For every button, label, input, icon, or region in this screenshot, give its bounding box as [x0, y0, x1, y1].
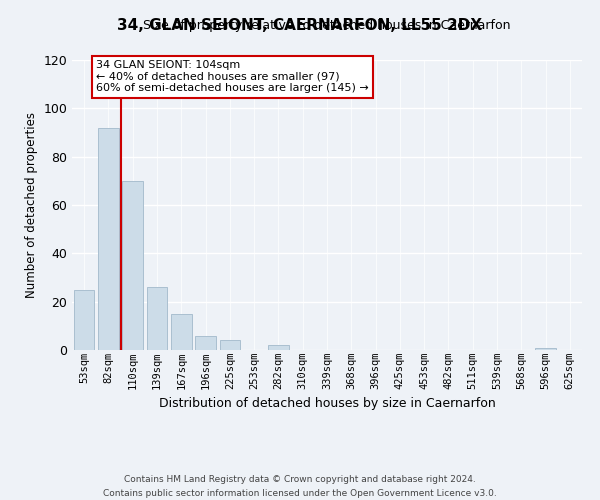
- Text: Contains HM Land Registry data © Crown copyright and database right 2024.
Contai: Contains HM Land Registry data © Crown c…: [103, 476, 497, 498]
- Bar: [220, 340, 240, 350]
- Bar: [122, 181, 143, 350]
- Bar: [171, 314, 191, 350]
- Text: 34 GLAN SEIONT: 104sqm
← 40% of detached houses are smaller (97)
60% of semi-det: 34 GLAN SEIONT: 104sqm ← 40% of detached…: [96, 60, 369, 93]
- Bar: [268, 345, 289, 350]
- Bar: [98, 128, 119, 350]
- Bar: [146, 287, 167, 350]
- Title: Size of property relative to detached houses in Caernarfon: Size of property relative to detached ho…: [143, 20, 511, 32]
- Bar: [535, 348, 556, 350]
- Bar: [195, 336, 216, 350]
- Text: 34, GLAN SEIONT, CAERNARFON, LL55 2DX: 34, GLAN SEIONT, CAERNARFON, LL55 2DX: [118, 18, 482, 32]
- Y-axis label: Number of detached properties: Number of detached properties: [25, 112, 38, 298]
- Bar: [74, 290, 94, 350]
- X-axis label: Distribution of detached houses by size in Caernarfon: Distribution of detached houses by size …: [158, 397, 496, 410]
